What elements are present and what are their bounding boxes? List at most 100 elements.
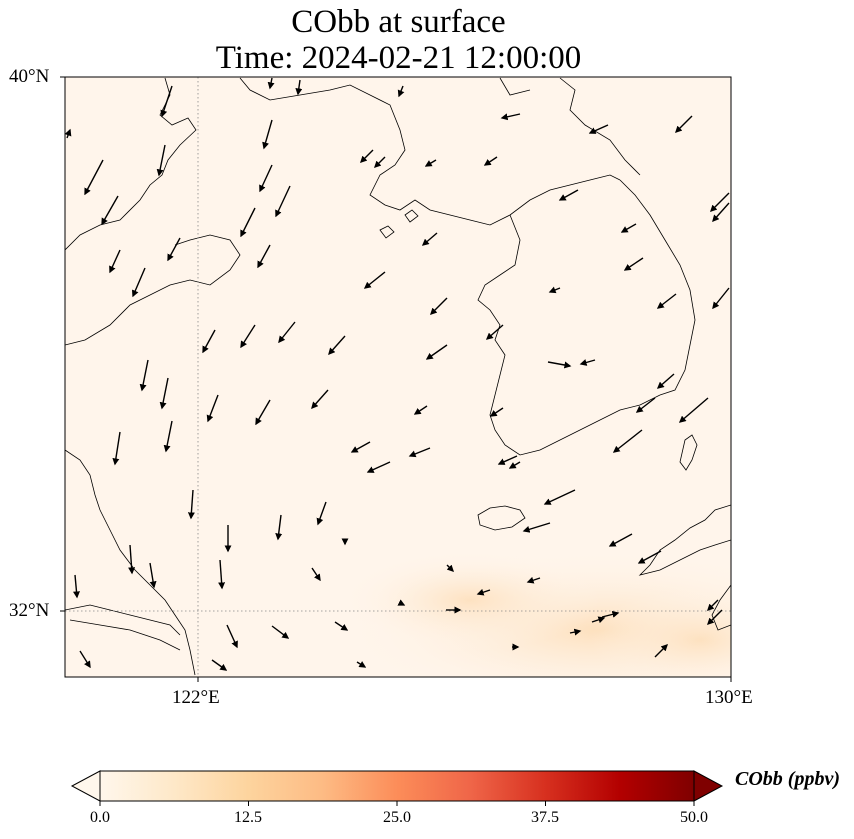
tsushima-island — [679, 434, 698, 471]
wind-arrow — [278, 321, 296, 344]
jeju-island — [477, 505, 526, 531]
wind-arrow — [489, 407, 504, 417]
wind-arrow — [163, 420, 173, 453]
coastlines — [65, 77, 731, 676]
wind-arrow — [259, 164, 273, 193]
cb-tick-label-4: 50.0 — [680, 809, 708, 826]
wind-arrow — [240, 207, 256, 238]
wind-arrow — [635, 397, 656, 413]
wind-arrow — [350, 441, 371, 453]
wind-arrow — [65, 128, 72, 139]
wind-arrow — [112, 431, 121, 466]
wind-arrow — [295, 79, 303, 96]
colorbar-label: CObb (ppbv) — [735, 768, 840, 790]
colorbar-extend-max — [693, 770, 724, 802]
wind-arrow — [408, 447, 431, 458]
island-2 — [404, 209, 419, 223]
map-title-line-2: Time: 2024-02-21 12:00:00 — [215, 40, 582, 76]
wind-arrow — [500, 113, 521, 121]
wind-arrow — [267, 77, 275, 90]
wind-arrow — [101, 195, 119, 226]
coastline-kyushu — [638, 504, 731, 576]
coastline-korea-west — [477, 214, 661, 456]
wind-arrow — [707, 599, 719, 611]
wind-arrow — [710, 192, 730, 212]
wind-arrow — [311, 389, 329, 410]
wind-arrow — [522, 522, 551, 533]
wind-arrow — [84, 159, 104, 196]
coastline-north-korea — [499, 77, 641, 176]
wind-arrow — [712, 287, 730, 310]
lon-tick-label-122: 122°E — [172, 687, 220, 708]
wind-arrow — [612, 429, 643, 453]
wind-arrow — [707, 609, 723, 625]
cb-tick-label-2: 25.0 — [383, 809, 411, 826]
wind-arrow — [275, 185, 291, 218]
wind-arrow — [149, 562, 157, 589]
wind-arrow — [654, 644, 668, 658]
wind-arrow — [73, 574, 80, 599]
wind-arrow — [569, 628, 582, 636]
wind-vectors — [65, 77, 730, 671]
gridlines — [65, 77, 731, 677]
colorbar-gradient — [99, 770, 695, 802]
wind-arrow — [363, 271, 386, 289]
wind-arrow — [497, 455, 518, 465]
map-frame — [64, 76, 732, 678]
lat-tick-label-32: 32°N — [9, 600, 50, 621]
wind-arrow — [187, 489, 195, 520]
cb-tick-label-3: 37.5 — [531, 809, 559, 826]
wind-arrow — [558, 189, 579, 201]
lon-tick-label-130: 130°E — [705, 687, 753, 708]
wind-arrow — [374, 156, 386, 168]
wind-arrow — [485, 324, 504, 340]
wind-arrow — [311, 567, 321, 582]
co-plume-core — [340, 550, 600, 650]
wind-arrow — [526, 576, 541, 584]
wind-arrow — [637, 550, 662, 564]
coastline-bohai — [239, 77, 621, 226]
wind-arrow — [271, 625, 290, 639]
wind-arrow — [678, 397, 709, 423]
plume-layer — [340, 550, 731, 677]
wind-arrow — [543, 489, 576, 505]
wind-arrow — [656, 293, 677, 309]
wind-arrow — [588, 124, 609, 134]
wind-arrow — [167, 237, 181, 262]
wind-arrow — [579, 359, 596, 366]
co-plume-east — [590, 590, 731, 677]
wind-arrow — [446, 564, 454, 572]
wind-arrow — [226, 624, 238, 649]
wind-arrow — [547, 361, 572, 369]
colorbar — [70, 770, 724, 806]
wind-arrow — [413, 405, 428, 415]
wind-arrow — [508, 461, 521, 469]
colorbar-extend-min — [70, 770, 101, 802]
wind-arrow — [128, 544, 136, 575]
axis-ticks — [60, 76, 732, 682]
wind-arrow — [334, 621, 349, 631]
wind-arrow — [430, 297, 448, 315]
wind-arrow — [218, 559, 226, 590]
wind-arrow — [483, 156, 498, 166]
wind-arrow — [360, 149, 374, 163]
wind-arrow — [206, 394, 219, 423]
wind-arrow — [421, 232, 438, 246]
wind-arrow — [316, 501, 327, 526]
wind-arrow — [257, 244, 271, 269]
wind-arrow — [275, 514, 283, 541]
wind-arrow — [211, 659, 228, 671]
lat-tick-label-40: 40°N — [9, 66, 50, 87]
wind-arrow — [240, 324, 256, 349]
coastline-korea-east — [619, 179, 696, 396]
wind-arrow — [548, 286, 561, 294]
wind-arrow — [356, 661, 367, 668]
wind-arrow — [608, 533, 633, 547]
cb-tick-label-0: 0.0 — [90, 809, 110, 826]
wind-arrow — [397, 85, 405, 98]
wind-arrow — [712, 202, 730, 223]
wind-arrow — [156, 144, 166, 177]
wind-arrow — [425, 344, 448, 360]
wind-arrow — [656, 373, 675, 389]
wind-arrow — [620, 223, 637, 233]
